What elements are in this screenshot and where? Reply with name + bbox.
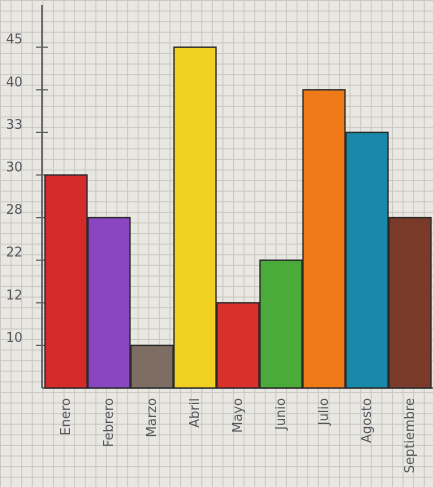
x-tick-label: Julio	[317, 398, 332, 426]
x-tick-label: Enero	[59, 398, 74, 436]
y-tick-label: 40	[6, 75, 23, 90]
y-tick-label: 33	[6, 118, 23, 133]
y-tick-label: 12	[6, 288, 23, 303]
x-tick-label: Mayo	[231, 398, 246, 433]
bar	[216, 302, 260, 389]
bar	[130, 344, 174, 389]
x-tick-label: Marzo	[145, 398, 160, 437]
x-tick-label: Junio	[274, 398, 289, 431]
bar	[87, 216, 131, 389]
bar	[173, 46, 217, 389]
y-tick-label: 10	[6, 331, 23, 346]
x-tick-label: Febrero	[102, 398, 117, 447]
bar	[345, 131, 389, 389]
y-tick-label: 45	[6, 33, 23, 48]
x-tick-label: Agosto	[360, 398, 375, 443]
bar	[302, 89, 346, 389]
x-tick-label: Septiembre	[403, 398, 418, 473]
bar	[44, 174, 88, 389]
y-tick-label: 30	[6, 161, 23, 176]
y-tick-label: 22	[6, 246, 23, 261]
bar	[259, 259, 303, 389]
y-tick-label: 28	[6, 203, 23, 218]
x-tick-label: Abril	[188, 398, 203, 428]
bar	[388, 216, 432, 389]
